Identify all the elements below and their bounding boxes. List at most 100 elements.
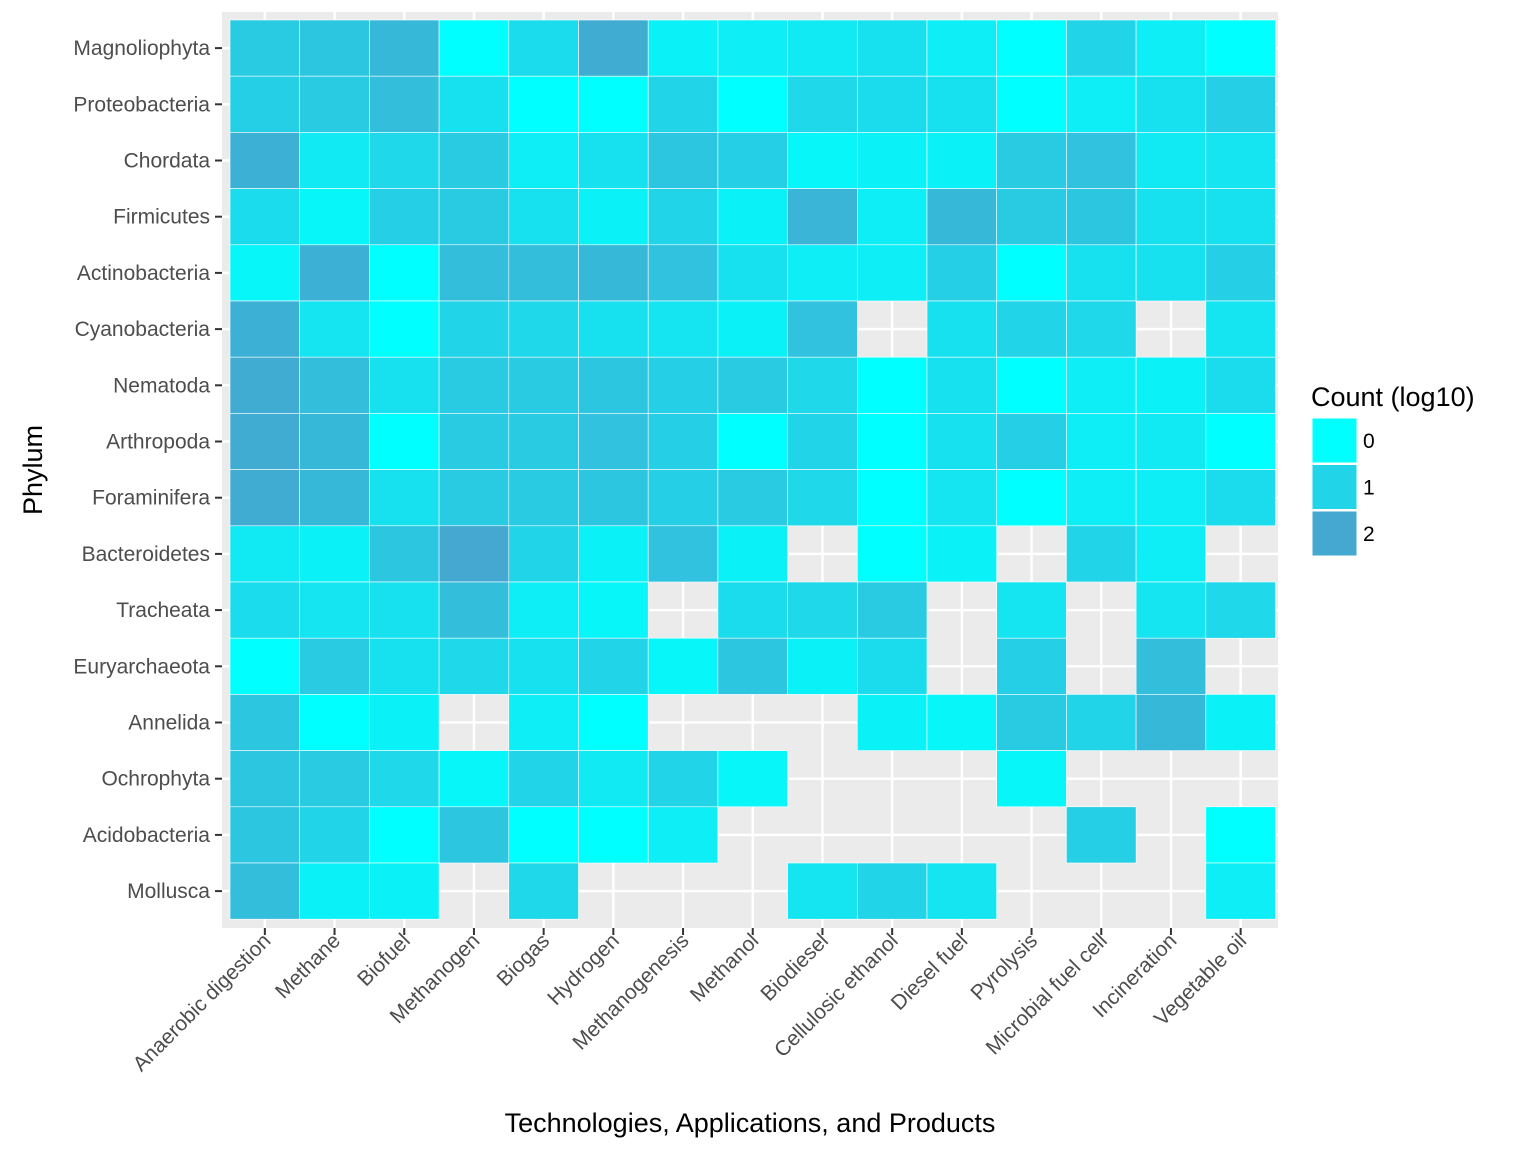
heatmap-cell	[508, 413, 579, 470]
y-tick-label: Arthropoda	[106, 431, 210, 454]
x-axis-title: Technologies, Applications, and Products	[505, 1108, 996, 1138]
heatmap-cell	[996, 19, 1067, 77]
heatmap-cell	[229, 244, 300, 302]
y-tick-label: Tracheata	[116, 599, 210, 622]
y-tick-label: Bacteroidetes	[82, 543, 210, 566]
heatmap-cell	[1066, 188, 1137, 246]
heatmap-cell	[299, 132, 370, 189]
heatmap-cell	[578, 806, 649, 864]
y-tick-label: Nematoda	[113, 374, 210, 397]
heatmap-cell	[717, 581, 788, 639]
heatmap-cell	[926, 694, 997, 751]
heatmap-cell	[996, 469, 1067, 527]
heatmap-cell	[856, 132, 928, 189]
heatmap-cell	[369, 75, 440, 133]
heatmap-cell	[299, 244, 370, 302]
heatmap-cell	[717, 525, 788, 583]
y-tick-label: Ochrophyta	[101, 768, 210, 791]
heatmap-cell	[717, 19, 788, 77]
heatmap-cell	[369, 694, 440, 751]
heatmap-cell	[438, 750, 510, 808]
heatmap-cell	[647, 75, 719, 133]
y-tick-label: Acidobacteria	[83, 824, 211, 847]
heatmap-cell	[787, 862, 858, 920]
heatmap-cell	[578, 469, 649, 527]
heatmap-cell	[926, 188, 997, 246]
heatmap-cell	[369, 188, 440, 246]
heatmap-cell	[438, 132, 510, 189]
heatmap-cell	[647, 806, 719, 864]
heatmap-cell	[647, 188, 719, 246]
heatmap-cell	[926, 469, 997, 527]
y-tick-label: Chordata	[124, 150, 211, 173]
heatmap-cell	[438, 75, 510, 133]
heatmap-cell	[299, 637, 370, 695]
heatmap-cell	[1066, 19, 1137, 77]
heatmap-cell	[299, 806, 370, 864]
heatmap-cell	[229, 525, 300, 583]
heatmap-cell	[1066, 300, 1137, 358]
heatmap-cell	[369, 806, 440, 864]
heatmap-cell	[1135, 469, 1207, 527]
heatmap-cell	[926, 413, 997, 470]
heatmap-cell	[647, 637, 719, 695]
heatmap-cell	[856, 862, 928, 920]
heatmap-cell	[1135, 132, 1207, 189]
heatmap-cell	[369, 581, 440, 639]
heatmap-cell	[369, 413, 440, 470]
heatmap-cell	[578, 581, 649, 639]
heatmap-cell	[787, 132, 858, 189]
heatmap-cell	[438, 637, 510, 695]
heatmap-cell	[229, 132, 300, 189]
heatmap-cell	[1135, 637, 1207, 695]
heatmap-cell	[856, 637, 928, 695]
heatmap-cell	[926, 132, 997, 189]
heatmap-cell	[299, 300, 370, 358]
y-tick-label: Mollusca	[127, 880, 210, 903]
heatmap-cell	[438, 806, 510, 864]
heatmap-cell	[1135, 75, 1207, 133]
heatmap-cell	[229, 469, 300, 527]
heatmap-cell	[369, 750, 440, 808]
heatmap-cell	[926, 525, 997, 583]
heatmap-cell	[578, 356, 649, 414]
heatmap-cell	[438, 525, 510, 583]
heatmap-cell	[508, 806, 579, 864]
y-axis-title: Phylum	[18, 425, 48, 515]
legend-label: 2	[1363, 523, 1375, 546]
heatmap-cell	[438, 188, 510, 246]
heatmap-cell	[578, 525, 649, 583]
y-tick-label: Actinobacteria	[77, 262, 210, 285]
heatmap-cell	[1066, 356, 1137, 414]
heatmap-cell	[438, 581, 510, 639]
heatmap-cell	[299, 694, 370, 751]
heatmap-cell	[578, 694, 649, 751]
heatmap-cell	[787, 637, 858, 695]
heatmap-cell	[717, 637, 788, 695]
heatmap-cell	[578, 19, 649, 77]
heatmap-cell	[299, 19, 370, 77]
heatmap-cell	[856, 19, 928, 77]
heatmap-cell	[578, 413, 649, 470]
heatmap-cell	[578, 75, 649, 133]
heatmap-cell	[647, 525, 719, 583]
y-tick-label: Cyanobacteria	[75, 318, 211, 341]
heatmap-cell	[1135, 244, 1207, 302]
heatmap-cell	[369, 19, 440, 77]
heatmap-cell	[856, 356, 928, 414]
heatmap-cell	[647, 750, 719, 808]
legend-key	[1311, 510, 1358, 557]
y-tick-label: Firmicutes	[113, 206, 210, 229]
heatmap-cell	[996, 413, 1067, 470]
heatmap-cell	[1066, 525, 1137, 583]
heatmap-cell	[438, 244, 510, 302]
heatmap-cell	[369, 469, 440, 527]
heatmap-cell	[717, 750, 788, 808]
heatmap-cell	[856, 188, 928, 246]
heatmap-cell	[229, 413, 300, 470]
heatmap-cell	[229, 806, 300, 864]
y-tick-label: Euryarchaeota	[73, 655, 210, 678]
heatmap-cell	[578, 244, 649, 302]
heatmap-cell	[369, 300, 440, 358]
heatmap-cell	[299, 525, 370, 583]
